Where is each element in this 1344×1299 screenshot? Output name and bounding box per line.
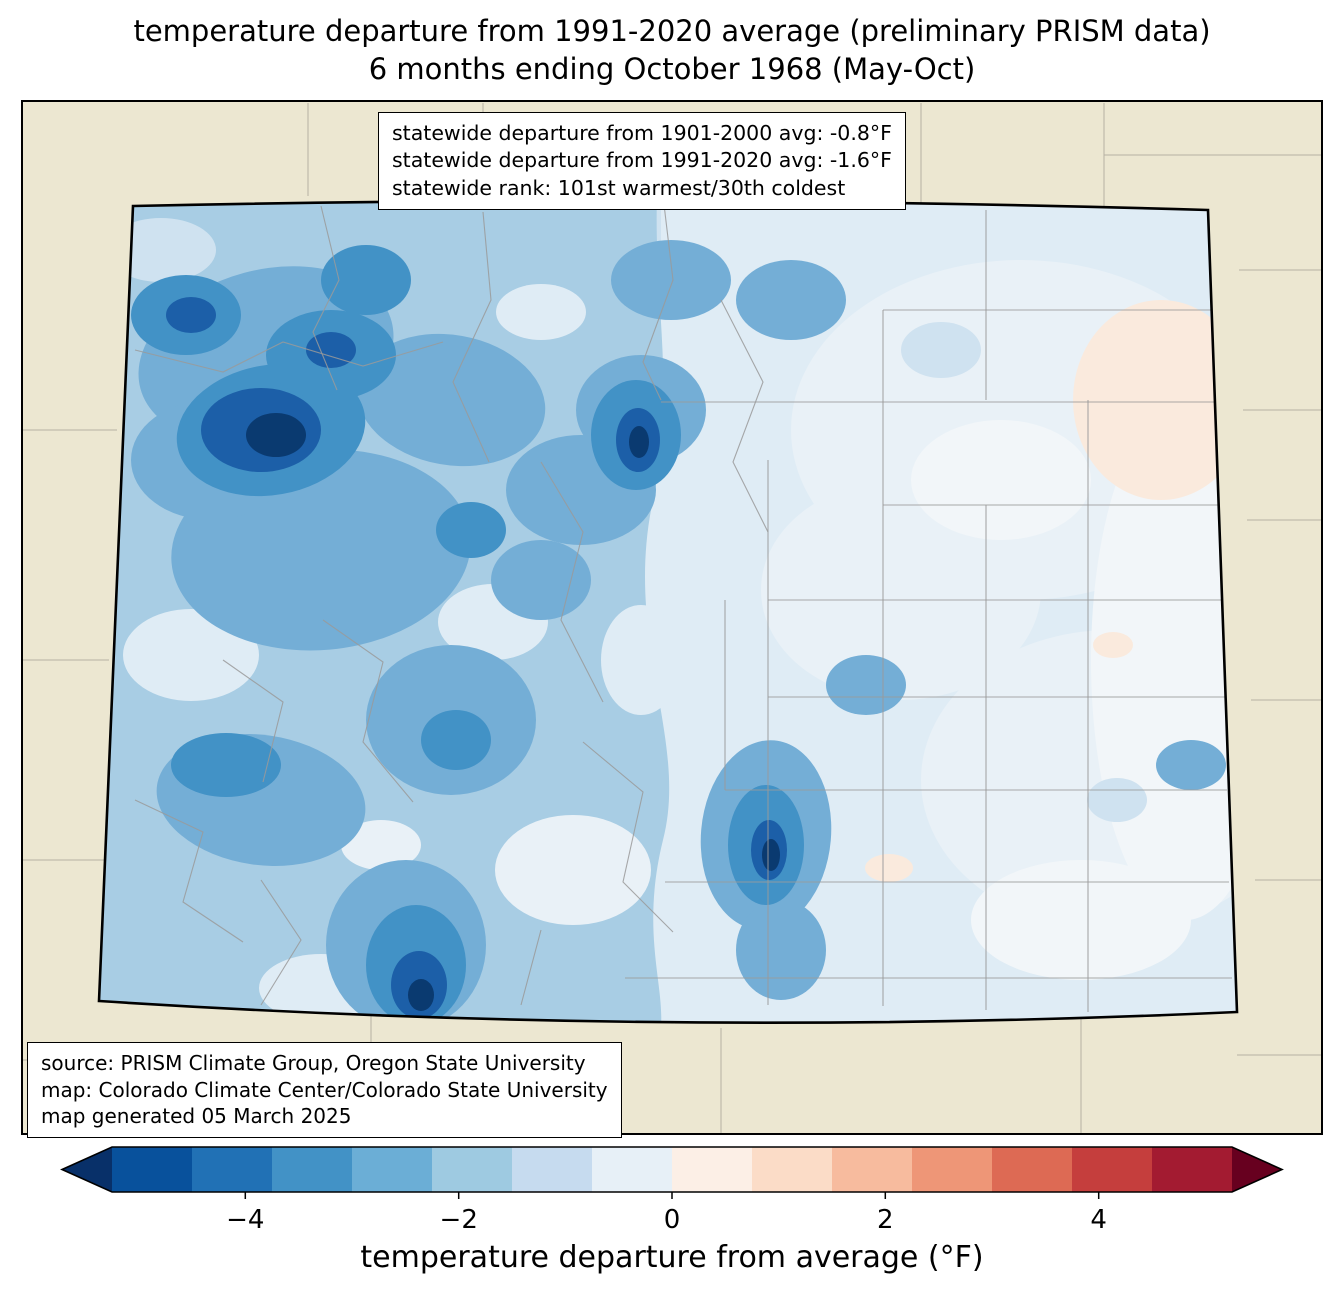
figure-title: temperature departure from 1991-2020 ave… — [0, 12, 1344, 89]
colorbar-tick-label: 2 — [877, 1205, 894, 1235]
title-line1: temperature departure from 1991-2020 ave… — [133, 14, 1211, 48]
map-frame — [21, 100, 1323, 1135]
colorbar: −4 −2 0 2 4 — [60, 1146, 1284, 1235]
colorbar-axis-label: temperature departure from average (°F) — [360, 1240, 984, 1275]
colorbar-right-arrow — [1232, 1147, 1282, 1192]
colorbar-outline — [60, 1146, 1284, 1193]
credits-line3: map generated 05 March 2025 — [41, 1104, 352, 1129]
credits-line2: map: Colorado Climate Center/Colorado St… — [41, 1077, 608, 1102]
stats-line2: statewide departure from 1991-2020 avg: … — [392, 148, 892, 173]
title-line2: 6 months ending October 1968 (May-Oct) — [368, 52, 976, 87]
colorbar-tick-label: 0 — [664, 1205, 681, 1235]
colorbar-tick-label: −4 — [226, 1205, 264, 1235]
stats-line3: statewide rank: 101st warmest/30th colde… — [392, 175, 846, 200]
colorbar-tick-marks — [244, 1192, 1100, 1199]
colorbar-tick-label: −2 — [440, 1205, 478, 1235]
credits-line1: source: PRISM Climate Group, Oregon Stat… — [41, 1051, 586, 1075]
temperature-shading — [99, 200, 1237, 1023]
colorado-map — [21, 100, 1323, 1135]
county-lines — [134, 200, 1232, 1012]
stats-line1: statewide departure from 1901-2000 avg: … — [392, 121, 892, 145]
credits-box: source: PRISM Climate Group, Oregon Stat… — [27, 1042, 622, 1138]
colorbar-left-arrow — [62, 1147, 112, 1192]
colorbar-tick-label: 4 — [1090, 1205, 1107, 1235]
stats-box: statewide departure from 1901-2000 avg: … — [378, 112, 906, 210]
colorbar-segments — [112, 1147, 1233, 1192]
